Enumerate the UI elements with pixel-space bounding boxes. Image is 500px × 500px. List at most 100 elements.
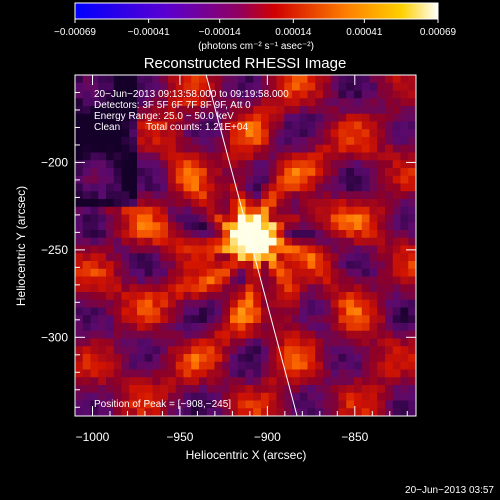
heatmap-cell (129, 121, 138, 130)
heatmap-cell (90, 369, 99, 378)
heatmap-cell (144, 385, 153, 394)
heatmap-cell (245, 168, 254, 177)
time-range-text: 20−Jun−2013 09:13:58.000 to 09:19:58.000 (94, 89, 289, 100)
heatmap-cell (237, 237, 246, 246)
heatmap-cell (237, 315, 246, 324)
heatmap-cell (168, 160, 177, 169)
heatmap-cell (113, 307, 122, 316)
heatmap-cell (268, 299, 277, 308)
heatmap-cell (408, 385, 416, 394)
heatmap-cell (191, 206, 200, 215)
heatmap-cell (230, 408, 239, 416)
heatmap-cell (168, 253, 177, 262)
heatmap-cell (292, 106, 301, 115)
heatmap-cell (113, 168, 122, 177)
heatmap-cell (330, 206, 339, 215)
heatmap-cell (268, 408, 277, 416)
heatmap-cell (152, 152, 161, 161)
heatmap-cell (214, 253, 223, 262)
heatmap-cell (175, 253, 184, 262)
heatmap-cell (199, 98, 208, 107)
heatmap-cell (408, 168, 416, 177)
heatmap-cell (330, 175, 339, 184)
heatmap-cell (261, 113, 270, 122)
heatmap-cell (261, 75, 270, 84)
heatmap-cell (175, 330, 184, 339)
heatmap-cell (245, 284, 254, 293)
heatmap-cell (408, 392, 416, 401)
heatmap-cell (392, 206, 401, 215)
heatmap-cell (199, 408, 208, 416)
heatmap-cell (75, 299, 84, 308)
heatmap-cell (160, 113, 169, 122)
heatmap-cell (338, 276, 347, 285)
heatmap-cell (160, 245, 169, 254)
heatmap-cell (338, 292, 347, 301)
heatmap-cell (199, 299, 208, 308)
heatmap-cell (400, 392, 409, 401)
heatmap-cell (152, 292, 161, 301)
heatmap-cell (299, 175, 308, 184)
heatmap-cell (75, 385, 84, 394)
heatmap-cell (369, 121, 378, 130)
heatmap-cell (392, 183, 401, 192)
heatmap-cell (144, 276, 153, 285)
heatmap-cell (137, 168, 146, 177)
heatmap-cell (230, 82, 239, 91)
heatmap-cell (214, 113, 223, 122)
heatmap-cell (261, 354, 270, 363)
heatmap-cell (222, 222, 231, 231)
heatmap-cell (315, 90, 324, 99)
heatmap-cell (75, 346, 84, 355)
heatmap-cell (199, 230, 208, 239)
heatmap-cell (98, 144, 107, 153)
heatmap-cell (276, 168, 285, 177)
heatmap-cell (75, 253, 84, 262)
heatmap-cell (346, 237, 355, 246)
heatmap-cell (385, 199, 394, 208)
heatmap-cell (168, 113, 177, 122)
heatmap-cell (191, 121, 200, 130)
heatmap-cell (385, 160, 394, 169)
heatmap-cell (175, 392, 184, 401)
heatmap-cell (191, 392, 200, 401)
heatmap-cell (361, 237, 370, 246)
heatmap-cell (191, 175, 200, 184)
heatmap-cell (323, 75, 332, 84)
heatmap-cell (385, 385, 394, 394)
heatmap-cell (82, 385, 91, 394)
heatmap-cell (400, 261, 409, 270)
heatmap-cell (268, 338, 277, 347)
heatmap-cell (183, 284, 192, 293)
heatmap-cell (369, 346, 378, 355)
heatmap-cell (168, 183, 177, 192)
heatmap-cell (75, 230, 84, 239)
heatmap-cell (106, 400, 115, 409)
heatmap-cell (113, 354, 122, 363)
heatmap-cell (129, 377, 138, 386)
heatmap-cell (199, 284, 208, 293)
heatmap-cell (400, 168, 409, 177)
colorbar-tick-label: 0.00014 (275, 27, 312, 38)
heatmap-cell (152, 400, 161, 409)
heatmap-cell (245, 361, 254, 370)
heatmap-cell (199, 268, 208, 277)
heatmap-cell (276, 268, 285, 277)
heatmap-cell (253, 175, 262, 184)
heatmap-cell (268, 369, 277, 378)
heatmap-cell (168, 175, 177, 184)
heatmap-cell (152, 268, 161, 277)
heatmap-cell (392, 284, 401, 293)
heatmap-cell (330, 292, 339, 301)
heatmap-cell (183, 408, 192, 416)
heatmap-cell (82, 82, 91, 91)
heatmap-cell (191, 268, 200, 277)
heatmap-cell (199, 400, 208, 409)
heatmap-cell (75, 214, 84, 223)
heatmap-cell (392, 400, 401, 409)
heatmap-cell (315, 191, 324, 200)
heatmap-cell (168, 237, 177, 246)
heatmap-cell (214, 268, 223, 277)
heatmap-cell (206, 377, 215, 386)
heatmap-cell (168, 292, 177, 301)
